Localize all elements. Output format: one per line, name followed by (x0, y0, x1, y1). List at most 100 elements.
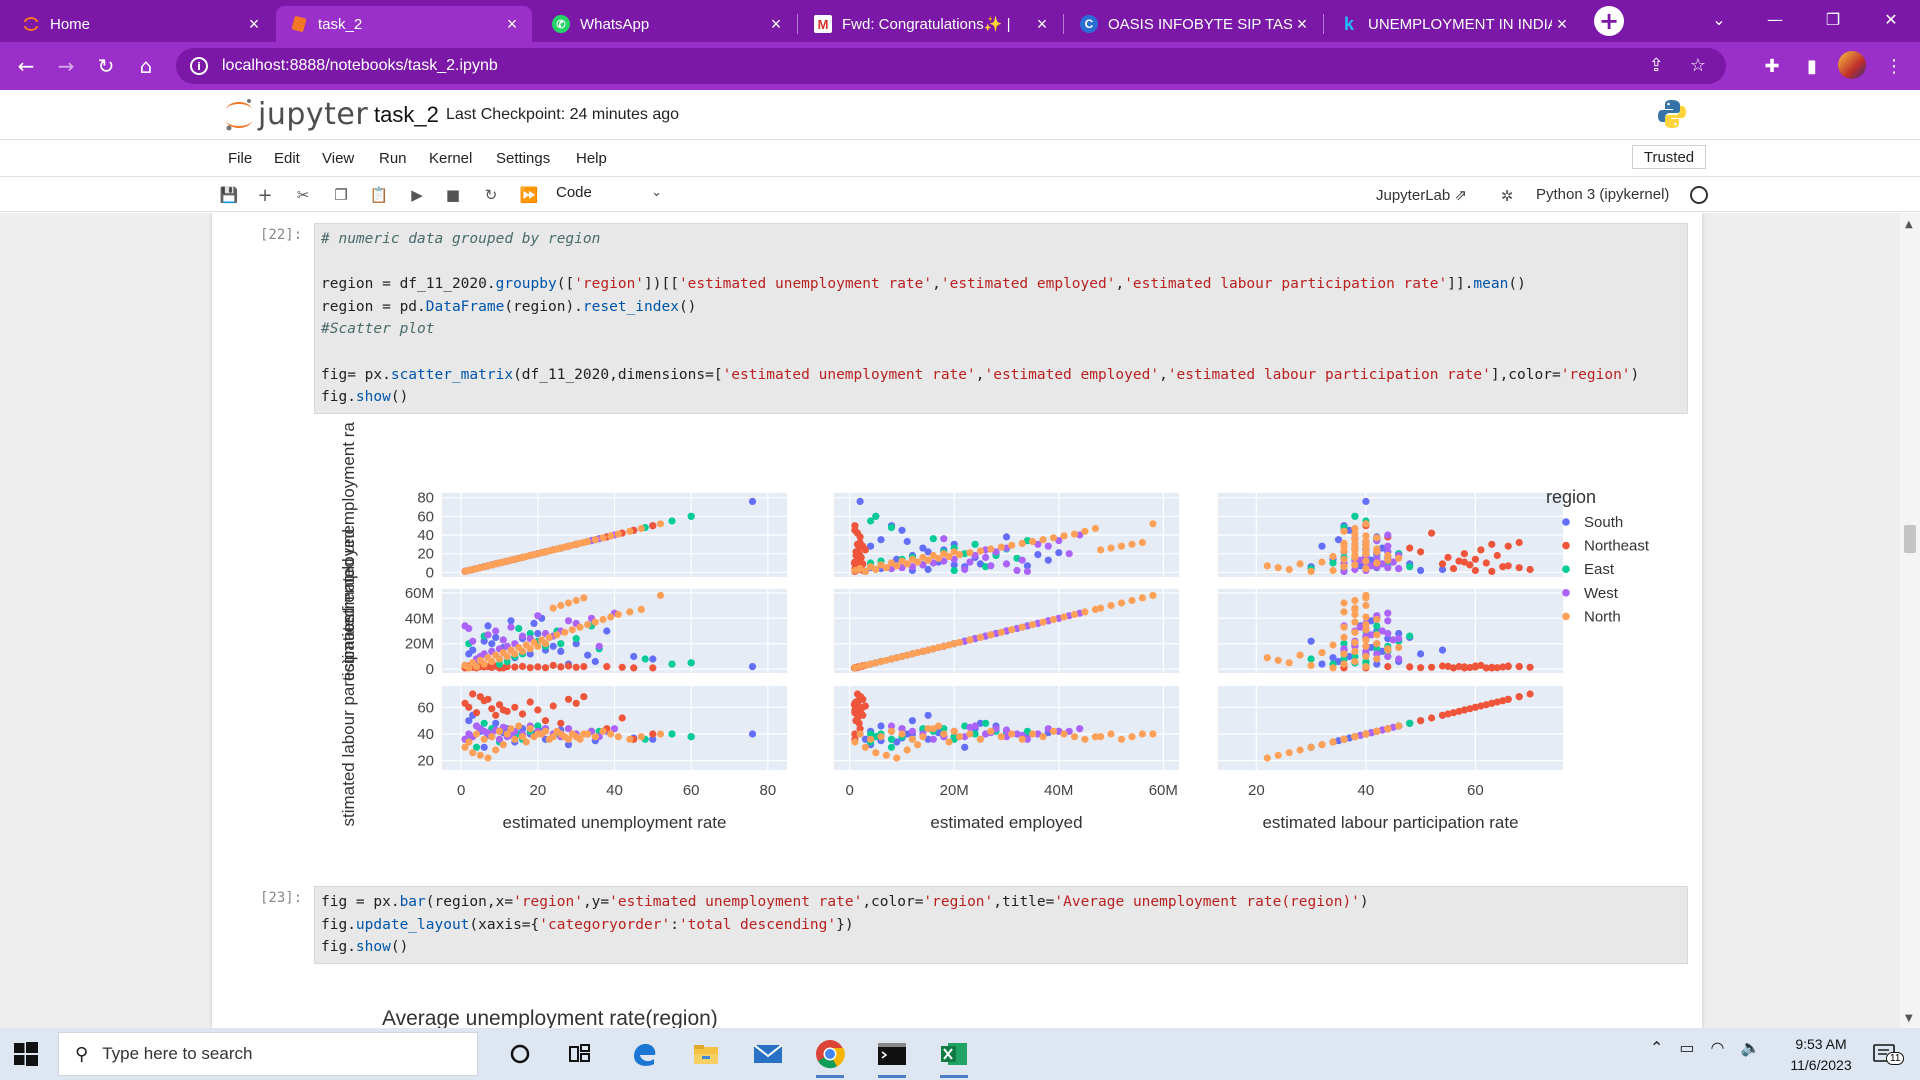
save-icon[interactable]: 💾 (219, 186, 239, 204)
menu-kebab-icon[interactable]: ⋮ (1885, 55, 1903, 77)
scatter-point (484, 622, 492, 630)
code-cell-23[interactable]: fig = px.bar(region,x='region',y='estima… (314, 886, 1688, 964)
menu-edit[interactable]: Edit (274, 150, 300, 167)
menu-help[interactable]: Help (576, 150, 607, 167)
scatter-point (851, 664, 859, 672)
windows-start-icon[interactable] (14, 1042, 38, 1066)
taskbar-search-box[interactable]: ⚲ Type here to search (58, 1032, 478, 1076)
menu-view[interactable]: View (322, 150, 355, 167)
scatter-point (997, 543, 1005, 551)
restart-icon[interactable]: ↻ (484, 186, 498, 204)
menu-settings[interactable]: Settings (496, 150, 551, 167)
excel-icon[interactable] (934, 1036, 974, 1078)
profile-avatar[interactable] (1838, 51, 1866, 79)
scatter-point (1285, 659, 1293, 667)
scatter-point (526, 725, 534, 733)
scatter-point (1504, 695, 1512, 703)
restore-button[interactable]: ❐ (1825, 9, 1841, 29)
kaggle-icon: k (1343, 13, 1354, 34)
notifications-icon[interactable]: 11 (1872, 1042, 1905, 1066)
tab-gmail[interactable]: M Fwd: Congratulations✨ | × (800, 6, 1062, 42)
minimize-button[interactable]: — (1767, 9, 1783, 29)
scroll-up-icon[interactable]: ▲ (1905, 219, 1913, 230)
trusted-indicator[interactable]: Trusted (1632, 145, 1706, 169)
scatter-point (887, 722, 896, 730)
url-text: localhost:8888/notebooks/task_2.ipynb (222, 57, 498, 74)
url-bar[interactable]: i localhost:8888/notebooks/task_2.ipynb … (176, 48, 1726, 84)
scatter-point (584, 537, 592, 546)
close-window-button[interactable]: ✕ (1884, 9, 1898, 29)
scatter-point (940, 725, 948, 733)
chrome-icon[interactable] (810, 1036, 850, 1078)
reload-icon[interactable]: ↻ (97, 54, 115, 78)
scatter-point (1044, 556, 1052, 564)
chevron-up-icon[interactable]: ⌃ (1650, 1038, 1664, 1057)
taskbar-clock[interactable]: 9:53 AM 11/6/2023 (1776, 1034, 1866, 1076)
menu-kernel[interactable]: Kernel (429, 150, 473, 167)
tab-task-2[interactable]: task_2 × (276, 6, 532, 42)
close-icon[interactable]: × (1296, 13, 1308, 34)
jupyterlab-link[interactable]: JupyterLab ⇗ (1376, 186, 1467, 204)
menu-file[interactable]: File (228, 150, 253, 167)
chevron-down-icon: ⌄ (651, 184, 662, 199)
scatter-point (492, 651, 500, 659)
scatter-point (1444, 710, 1452, 718)
close-icon[interactable]: × (1556, 13, 1568, 34)
cell-type-select[interactable]: Code ⌄ (556, 184, 662, 206)
tab-search-chevron-icon[interactable]: ⌄ (1712, 9, 1726, 29)
home-icon[interactable]: ⌂ (139, 54, 153, 78)
scrollbar-thumb[interactable] (1904, 525, 1916, 553)
tab-home[interactable]: Home × (8, 6, 274, 42)
scatter-point (1384, 542, 1392, 550)
scatter-point (1367, 643, 1375, 652)
tab-kaggle[interactable]: k UNEMPLOYMENT IN INDIA × (1326, 6, 1582, 42)
side-panel-icon[interactable]: ▮ (1807, 55, 1817, 77)
scatter-point (1482, 559, 1490, 567)
scroll-down-icon[interactable]: ▼ (1905, 1013, 1913, 1024)
task-view-icon[interactable] (560, 1036, 600, 1072)
bookmark-star-icon[interactable]: ☆ (1689, 55, 1706, 76)
volume-icon[interactable]: 🔈 (1740, 1038, 1761, 1057)
scatter-point (687, 733, 695, 741)
info-icon[interactable]: i (190, 57, 208, 75)
mail-icon[interactable] (748, 1036, 788, 1072)
debugger-bug-icon[interactable]: ✲ (1500, 187, 1514, 205)
close-icon[interactable]: × (1036, 13, 1048, 34)
scatter-point (851, 558, 859, 566)
battery-icon[interactable]: ▭ (1679, 1038, 1695, 1057)
scatter-point (887, 743, 896, 751)
scatter-point (1065, 550, 1073, 558)
run-icon[interactable]: ▶ (411, 186, 423, 204)
forward-arrow-icon[interactable]: → (57, 54, 75, 78)
jupyter-logo[interactable]: jupyter (224, 96, 368, 132)
scatter-point (618, 663, 626, 671)
menu-run[interactable]: Run (379, 150, 407, 167)
new-tab-button[interactable]: + (1594, 6, 1624, 36)
file-explorer-icon[interactable] (686, 1036, 726, 1072)
tab-whatsapp[interactable]: ✆ WhatsApp × (538, 6, 796, 42)
edge-icon[interactable] (624, 1036, 664, 1072)
code-cell-22[interactable]: # numeric data grouped by region region … (314, 223, 1688, 414)
fast-forward-icon[interactable]: ⏩ (519, 186, 539, 204)
close-icon[interactable]: × (248, 13, 260, 34)
wifi-icon[interactable]: ◠ (1710, 1038, 1725, 1057)
share-icon[interactable]: ⇪ (1648, 55, 1664, 76)
close-icon[interactable]: × (506, 13, 518, 34)
close-icon[interactable]: × (770, 13, 782, 34)
tab-oasis[interactable]: C OASIS INFOBYTE SIP TASK × (1066, 6, 1322, 42)
cut-icon[interactable]: ✂ (296, 186, 310, 204)
kernel-name[interactable]: Python 3 (ipykernel) (1536, 186, 1670, 203)
add-cell-icon[interactable]: + (257, 184, 273, 206)
extensions-puzzle-icon[interactable]: ✚ (1764, 55, 1780, 77)
legend-entry: West (1584, 585, 1619, 602)
stop-icon[interactable]: ■ (445, 186, 461, 204)
paste-icon[interactable]: 📋 (369, 186, 389, 204)
scatter-point (1395, 722, 1403, 730)
notebook-title[interactable]: task_2 (374, 102, 439, 127)
back-arrow-icon[interactable]: ← (17, 54, 35, 78)
copy-icon[interactable]: ❐ (334, 186, 348, 204)
terminal-icon[interactable] (872, 1036, 912, 1078)
vertical-scrollbar[interactable]: ▲ ▼ (1900, 213, 1920, 1028)
cortana-circle-icon[interactable] (500, 1036, 540, 1072)
